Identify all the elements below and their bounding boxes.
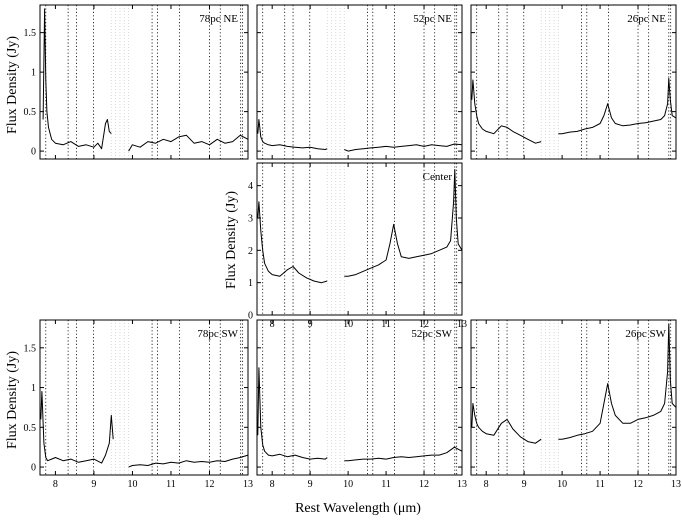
y-tick-label: 3 <box>248 213 253 224</box>
spectrum-segment <box>257 367 328 460</box>
panel-frame <box>256 4 463 160</box>
panel-bottom-right: 8 9 10 11 12 13 26pc SW <box>470 319 681 490</box>
spectrum-segment <box>344 143 463 152</box>
y-tick-label: 0.5 <box>24 423 37 434</box>
panel-middle-center: 891011121301234Center <box>248 162 467 330</box>
spectrum-segment <box>42 8 112 150</box>
spectrum-segment <box>471 79 542 144</box>
spectrum-segment <box>558 77 677 135</box>
y-axis-label-middle: Flux Density (Jy) <box>224 191 239 289</box>
y-tick-label: 0 <box>31 147 36 158</box>
y-tick-label: 1.5 <box>24 343 37 354</box>
x-tick-label: 8 <box>484 479 489 490</box>
x-tick-label: 8 <box>53 479 58 490</box>
panel-bottom-left: 8 9 10 11 12 13 0 0.5 1 1.5 78pc SW <box>24 319 253 490</box>
y-tick-label: 0.5 <box>24 107 37 118</box>
y-tick-label: 4 <box>248 181 253 192</box>
panel-frame <box>470 4 677 160</box>
x-tick-label: 13 <box>457 479 467 490</box>
y-tick-label: 1.5 <box>24 28 37 39</box>
spectrum-segment <box>471 403 542 444</box>
spectrum-segment <box>128 134 249 152</box>
x-tick-label: 13 <box>671 479 681 490</box>
x-tick-label: 11 <box>595 479 605 490</box>
panel-top-left: 0 0.5 1 1.5 78pc NE <box>24 4 249 160</box>
spectrum-segment <box>257 119 328 150</box>
x-tick-label: 12 <box>419 479 429 490</box>
y-axis-label-bottom: Flux Density (Jy) <box>5 351 20 449</box>
panel-frame <box>470 319 677 476</box>
x-tick-label: 10 <box>343 479 353 490</box>
y-axis-label-top: Flux Density (Jy) <box>5 36 20 134</box>
y-tick-label: 0 <box>248 311 253 322</box>
panel-top-right: 26pc NE <box>470 4 677 160</box>
panel-label: 26pc NE <box>627 13 666 25</box>
spectrum-segment <box>344 446 463 462</box>
x-tick-label: 10 <box>557 479 567 490</box>
panel-label: 78pc SW <box>197 328 238 340</box>
x-tick-label: 10 <box>127 479 137 490</box>
x-tick-label: 11 <box>381 319 391 330</box>
x-tick-label: 12 <box>633 479 643 490</box>
spectrum-segment <box>344 169 463 277</box>
x-axis-label: Rest Wavelength (μm) <box>295 501 421 516</box>
panel-label: 52pc SW <box>411 328 452 340</box>
y-tick-label: 1 <box>248 278 253 289</box>
panel-frame <box>39 4 249 160</box>
x-tick-label: 11 <box>166 479 176 490</box>
panel-bottom-center: 8 9 10 11 12 13 52pc SW <box>256 319 467 490</box>
x-tick-label: 8 <box>270 479 275 490</box>
y-tick-label: 1 <box>31 383 36 394</box>
y-tick-label: 2 <box>248 246 253 257</box>
panel-frame <box>256 319 463 476</box>
spectrum-segment <box>128 454 249 468</box>
panel-label: 78pc NE <box>199 13 238 25</box>
x-tick-label: 10 <box>343 319 353 330</box>
x-tick-label: 12 <box>204 479 214 490</box>
spectrum-segment <box>558 323 677 440</box>
spectrum-segment <box>40 391 114 464</box>
x-tick-label: 11 <box>381 479 391 490</box>
x-tick-label: 9 <box>91 479 96 490</box>
panel-label: Center <box>423 171 453 183</box>
x-tick-label: 9 <box>308 479 313 490</box>
y-tick-label: 1 <box>31 68 36 79</box>
spectrum-segment <box>257 201 328 284</box>
y-tick-label: 0 <box>31 463 36 474</box>
panel-label: 26pc SW <box>625 328 666 340</box>
x-tick-label: 9 <box>522 479 527 490</box>
panel-frame <box>39 319 249 476</box>
x-tick-label: 8 <box>270 319 275 330</box>
panel-top-center: 52pc NE <box>256 4 463 160</box>
x-tick-label: 13 <box>243 479 253 490</box>
panel-frame <box>256 162 463 316</box>
panel-label: 52pc NE <box>413 13 452 25</box>
